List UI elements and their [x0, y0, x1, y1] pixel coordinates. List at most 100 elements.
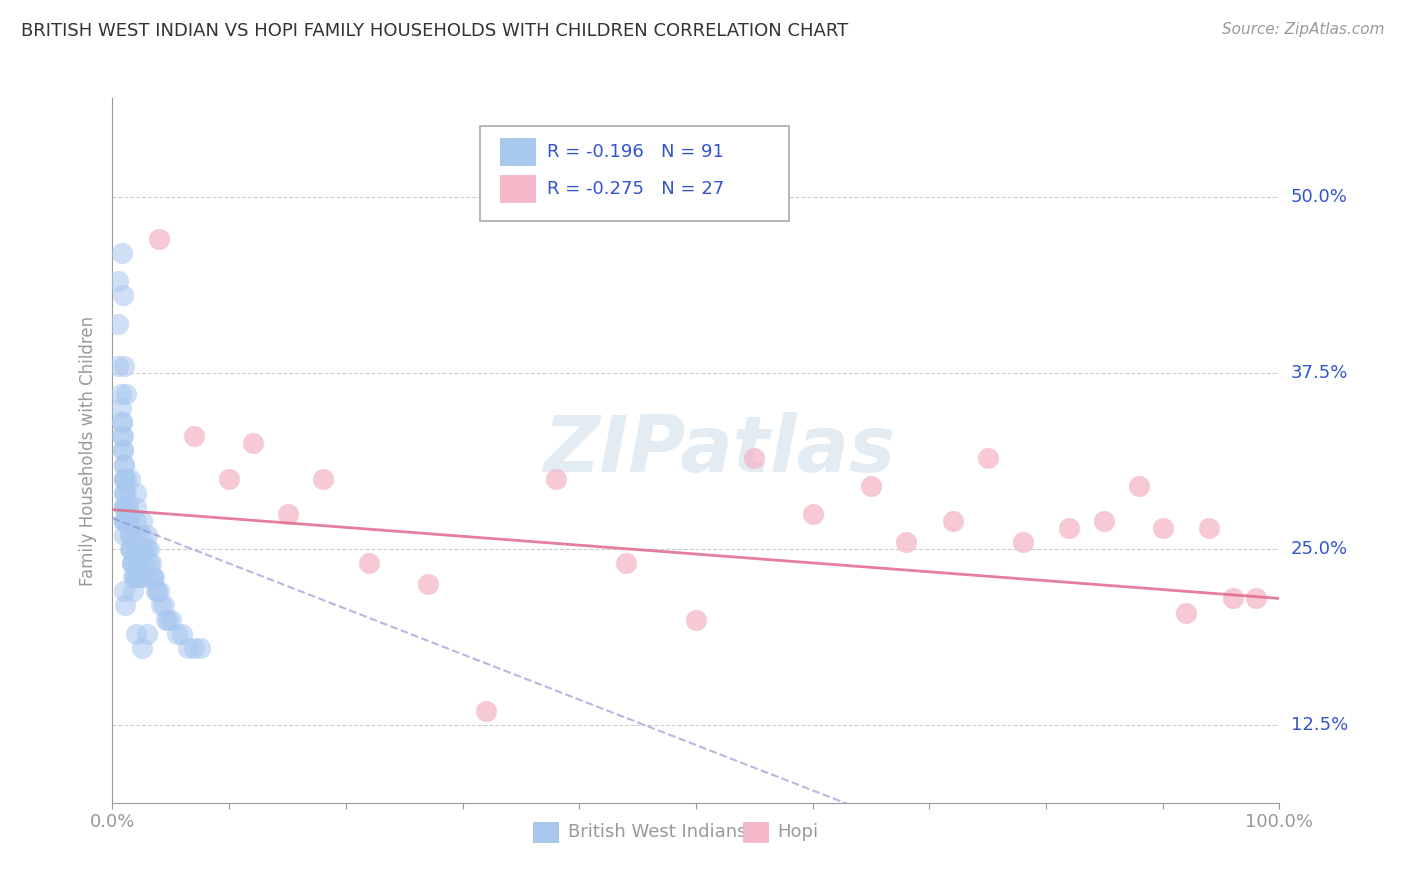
Point — [1059, 521, 1081, 535]
Text: ZIPatlas: ZIPatlas — [543, 412, 896, 489]
Point — [118, 472, 141, 486]
Point — [134, 556, 156, 570]
Point — [118, 528, 141, 542]
Point — [115, 472, 138, 486]
Point — [111, 429, 134, 443]
Point — [120, 542, 142, 557]
Point — [1011, 535, 1033, 549]
Point — [276, 507, 298, 521]
Point — [112, 485, 135, 500]
Point — [150, 599, 173, 613]
Point — [125, 542, 148, 557]
Point — [138, 542, 160, 557]
Bar — [742, 822, 768, 841]
Point — [111, 415, 134, 429]
Point — [416, 577, 439, 591]
Point — [117, 500, 139, 514]
Point — [860, 478, 883, 492]
Point — [131, 514, 153, 528]
Point — [1128, 478, 1150, 492]
Point — [118, 542, 141, 557]
Point — [125, 485, 148, 500]
Point — [188, 640, 211, 655]
Point — [124, 570, 146, 584]
Point — [146, 584, 169, 599]
Point — [112, 500, 135, 514]
Point — [111, 429, 134, 443]
Point — [145, 584, 167, 599]
Point — [141, 570, 163, 584]
Point — [121, 556, 143, 570]
Text: BRITISH WEST INDIAN VS HOPI FAMILY HOUSEHOLDS WITH CHILDREN CORRELATION CHART: BRITISH WEST INDIAN VS HOPI FAMILY HOUSE… — [21, 22, 848, 40]
Point — [121, 556, 143, 570]
Point — [1222, 591, 1244, 606]
Point — [112, 500, 135, 514]
Text: Hopi: Hopi — [778, 822, 818, 840]
Text: R = -0.275   N = 27: R = -0.275 N = 27 — [547, 179, 724, 198]
Point — [148, 232, 170, 246]
Point — [166, 626, 188, 640]
Point — [107, 274, 129, 288]
Point — [183, 429, 205, 443]
Point — [942, 514, 965, 528]
Point — [107, 317, 129, 331]
Point — [744, 450, 766, 465]
Point — [122, 570, 145, 584]
Point — [128, 556, 150, 570]
Point — [112, 485, 135, 500]
Point — [136, 626, 159, 640]
Point — [172, 626, 194, 640]
Point — [157, 613, 180, 627]
Point — [112, 514, 135, 528]
Point — [242, 436, 264, 450]
Point — [155, 613, 177, 627]
Point — [112, 458, 135, 472]
Point — [1198, 521, 1220, 535]
Text: 12.5%: 12.5% — [1291, 716, 1348, 734]
Point — [128, 570, 150, 584]
Point — [143, 570, 166, 584]
Point — [183, 640, 205, 655]
Point — [132, 542, 155, 557]
FancyBboxPatch shape — [479, 127, 789, 221]
Point — [112, 472, 135, 486]
Point — [1175, 606, 1198, 620]
Point — [125, 528, 148, 542]
Y-axis label: Family Households with Children: Family Households with Children — [79, 316, 97, 585]
Point — [125, 542, 148, 557]
Point — [136, 542, 159, 557]
Point — [311, 472, 333, 486]
Point — [138, 556, 160, 570]
Point — [129, 570, 152, 584]
Point — [112, 514, 135, 528]
Text: 50.0%: 50.0% — [1291, 188, 1347, 206]
Point — [112, 500, 135, 514]
Point — [131, 528, 153, 542]
Point — [1094, 514, 1116, 528]
Point — [115, 485, 138, 500]
Point — [177, 640, 200, 655]
Point — [125, 626, 148, 640]
Point — [1244, 591, 1267, 606]
Point — [117, 500, 139, 514]
Point — [112, 472, 135, 486]
Point — [976, 450, 998, 465]
Point — [112, 584, 135, 599]
Point — [111, 288, 134, 302]
Text: Source: ZipAtlas.com: Source: ZipAtlas.com — [1222, 22, 1385, 37]
Point — [475, 704, 498, 718]
Point — [110, 387, 132, 401]
Point — [125, 514, 148, 528]
Point — [614, 556, 637, 570]
Point — [112, 514, 135, 528]
Point — [111, 443, 134, 458]
Point — [139, 556, 162, 570]
Point — [112, 359, 135, 373]
Point — [115, 387, 138, 401]
Text: British West Indians: British West Indians — [568, 822, 747, 840]
Point — [112, 458, 135, 472]
Point — [111, 246, 134, 260]
Point — [135, 570, 157, 584]
Point — [122, 584, 145, 599]
Bar — [533, 822, 558, 841]
